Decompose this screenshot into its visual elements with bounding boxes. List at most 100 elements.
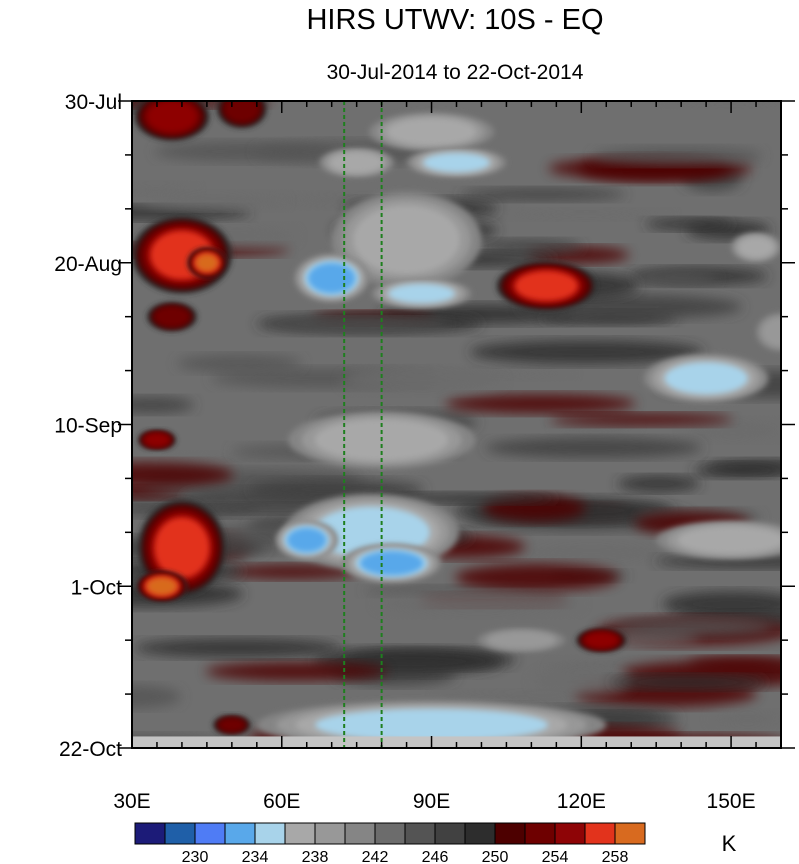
texture-band	[134, 638, 342, 658]
contour-feature	[144, 433, 170, 447]
contour-feature	[154, 517, 210, 579]
texture-band	[227, 564, 359, 579]
contour-feature	[761, 316, 781, 348]
x-tick-label: 150E	[707, 790, 756, 813]
colorbar-swatch	[374, 822, 406, 845]
contour-feature	[584, 632, 618, 648]
texture-band	[140, 192, 287, 210]
contour-feature	[329, 152, 384, 173]
texture-band	[375, 592, 583, 615]
colorbar-swatch	[554, 822, 586, 845]
y-axis: 30-Jul 20-Aug 10-Sep 1-Oct 22-Oct	[54, 91, 795, 761]
contour-feature	[386, 118, 477, 146]
texture-band	[617, 475, 701, 492]
contour-feature	[154, 306, 190, 327]
texture-band	[176, 354, 303, 373]
colorbar-swatch	[434, 822, 466, 845]
colorbar-swatch	[404, 822, 436, 845]
x-axis: 30E 60E 90E 120E 150E	[113, 101, 782, 813]
colorbar-units: K	[722, 831, 737, 856]
texture-band	[132, 183, 196, 195]
texture-band	[645, 217, 733, 231]
texture-band	[205, 661, 388, 681]
colorbar-swatch	[524, 822, 556, 845]
colorbar-swatch	[494, 822, 526, 845]
contour-feature	[353, 205, 461, 275]
texture-band	[636, 271, 719, 286]
texture-band	[477, 239, 583, 254]
contour-feature	[388, 283, 455, 304]
reference-lines	[343, 101, 383, 748]
contour-feature	[486, 630, 557, 650]
colorbar-swatch	[284, 822, 316, 845]
y-tick-label: 20-Aug	[54, 253, 122, 276]
colorbar-swatch	[134, 822, 166, 845]
contour-feature	[307, 262, 356, 294]
texture-band	[454, 563, 620, 592]
colorbar-swatch	[254, 822, 286, 845]
colorbar-label: 230	[182, 849, 209, 864]
chart-title: HIRS UTWV: 10S - EQ	[306, 4, 603, 36]
colorbar-swatch	[194, 822, 226, 845]
contour-feature	[423, 152, 490, 173]
contour-feature	[218, 718, 246, 732]
texture-band	[459, 188, 626, 201]
colorbar-swatch	[464, 822, 496, 845]
contour-feature	[514, 270, 579, 302]
texture-band	[549, 413, 733, 426]
texture-band	[132, 461, 234, 488]
contour-feature	[664, 362, 748, 395]
texture-band	[444, 394, 636, 414]
colorbar-swatch	[314, 822, 346, 845]
texture-band	[132, 685, 181, 709]
texture-band	[608, 675, 767, 690]
x-tick-label: 30E	[113, 790, 150, 813]
texture-band	[132, 397, 195, 413]
colorbar: 230 234 238 242 246 250 254 258	[134, 822, 646, 864]
contour-feature	[738, 237, 774, 258]
texture-band	[274, 317, 450, 331]
texture-band	[693, 463, 781, 478]
colorbar-swatch	[224, 822, 256, 845]
colorbar-label: 254	[542, 849, 569, 864]
y-tick-label: 10-Sep	[54, 415, 122, 438]
colorbar-label: 234	[242, 849, 269, 864]
texture-band	[683, 419, 781, 441]
colorbar-swatch	[584, 822, 616, 845]
contour-feature	[146, 577, 178, 596]
contour-feature	[146, 101, 197, 133]
contour-feature	[315, 708, 549, 741]
x-tick-label: 60E	[263, 790, 300, 813]
colorbar-label: 238	[302, 849, 329, 864]
texture-band	[687, 656, 781, 671]
y-tick-label: 30-Jul	[65, 91, 122, 114]
colorbar-label: 250	[482, 849, 509, 864]
contour-feature	[286, 527, 327, 553]
texture-band	[592, 147, 763, 165]
colorbar-swatch	[344, 822, 376, 845]
x-tick-label: 90E	[413, 790, 450, 813]
texture-band	[485, 437, 703, 458]
colorbar-label: 242	[362, 849, 389, 864]
contour-feature	[195, 253, 219, 272]
y-tick-label: 1-Oct	[71, 576, 123, 599]
texture-band	[663, 101, 781, 108]
texture-band	[710, 711, 781, 727]
texture-band	[469, 340, 704, 364]
colorbar-label: 258	[602, 849, 629, 864]
colorbar-swatch	[614, 822, 646, 845]
x-tick-label: 120E	[557, 790, 606, 813]
texture-band	[499, 209, 673, 220]
contour-features	[132, 101, 781, 748]
texture-band	[532, 668, 631, 696]
texture-band	[499, 543, 683, 562]
contour-feature	[224, 101, 260, 123]
contour-feature	[677, 526, 781, 554]
chart-subtitle: 30-Jul-2014 to 22-Oct-2014	[327, 61, 584, 84]
colorbar-swatch	[164, 822, 196, 845]
texture-band	[613, 618, 775, 637]
y-tick-label: 22-Oct	[59, 738, 122, 761]
plot-area	[132, 101, 781, 748]
contour-feature	[359, 550, 424, 576]
